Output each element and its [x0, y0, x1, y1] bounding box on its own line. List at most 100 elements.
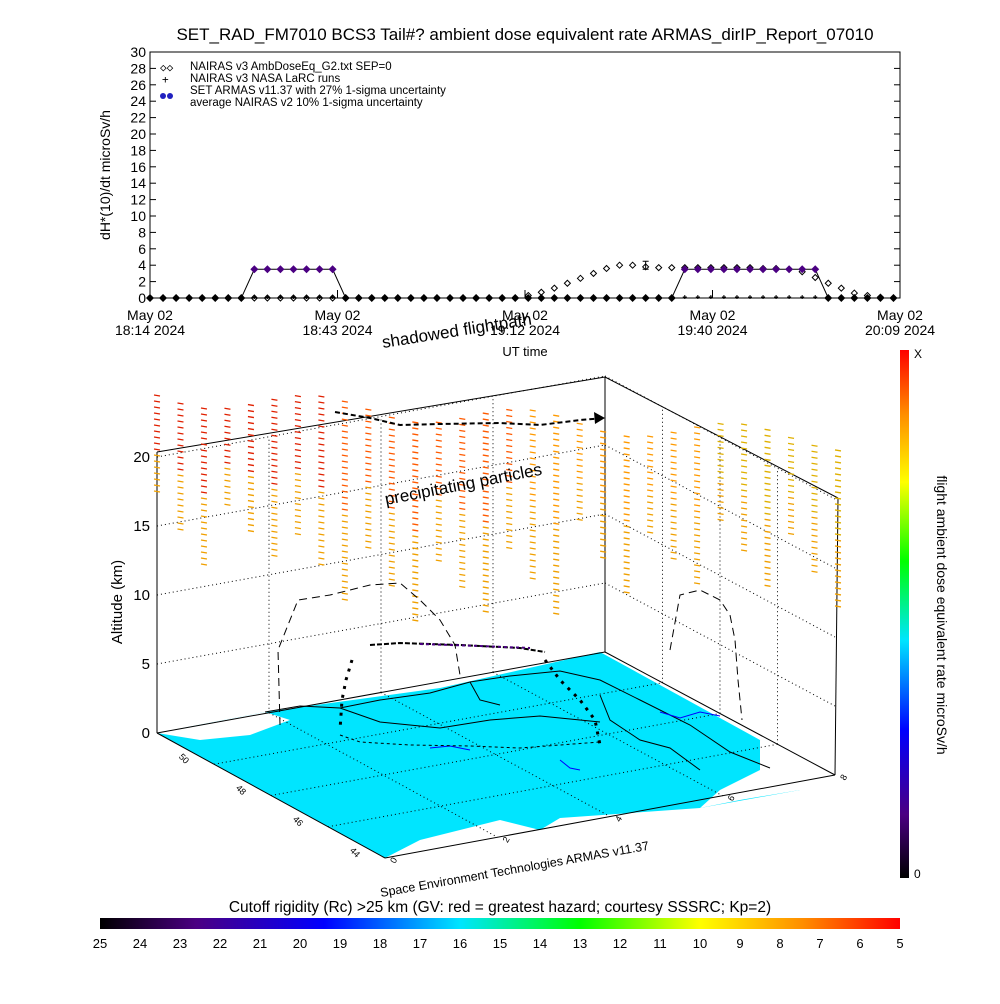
particle-dash: [623, 447, 630, 450]
legend-marker-plus: +: [162, 73, 169, 86]
colorbar-tick-label: 17: [413, 936, 427, 951]
particle-dash: [811, 552, 818, 555]
particle-dash: [670, 533, 677, 536]
armas-point: [485, 294, 494, 302]
particle-dash: [834, 545, 842, 548]
diamond-point: [628, 261, 637, 269]
particle-dash: [529, 463, 536, 466]
particle-dash: [271, 536, 278, 539]
particle-dash: [623, 441, 630, 444]
particle-dash: [717, 518, 724, 522]
particle-dash: [693, 426, 701, 429]
diamond-point: [654, 263, 663, 272]
particle-dash: [834, 605, 842, 608]
x-tick-label-time: 18:43 2024: [302, 322, 372, 338]
particle-dash: [271, 422, 278, 425]
particle-dash: [553, 606, 560, 609]
particle-dash: [834, 473, 842, 476]
armas-point: [772, 265, 781, 274]
particle-dash: [388, 584, 395, 587]
diamond-point: [550, 284, 559, 292]
y-tick-label: 12: [130, 192, 146, 208]
particle-dash: [787, 466, 795, 470]
diamond-point: [837, 284, 846, 292]
particle-dash: [271, 500, 278, 503]
particle-dash: [365, 438, 372, 441]
colorbar-tick-label: 9: [736, 936, 743, 951]
particle-dash: [341, 424, 348, 427]
particle-dash: [482, 472, 489, 475]
particle-dash: [740, 423, 748, 426]
particle-dash: [553, 522, 560, 525]
particle-dash: [341, 538, 348, 541]
particle-dash: [576, 458, 583, 461]
particle-dash: [459, 489, 466, 493]
particle-dash: [670, 545, 677, 548]
particle-dash: [341, 574, 348, 577]
flight-path-mid: [369, 641, 546, 653]
armas-point: [602, 294, 611, 302]
particle-dash: [693, 474, 701, 477]
colorbar-tick-label: 20: [293, 936, 307, 951]
armas-point: [589, 294, 598, 302]
particle-dash: [459, 459, 466, 463]
particle-dash: [412, 481, 419, 484]
armas-point: [315, 265, 324, 274]
particle-dash: [576, 428, 583, 431]
particle-dash: [576, 518, 583, 521]
particle-dash: [247, 415, 255, 419]
particle-dash: [600, 538, 607, 541]
particle-dash: [811, 450, 818, 453]
particle-dash: [693, 516, 701, 519]
particle-dash: [623, 579, 630, 582]
cutoff-rigidity-colorbar: Cutoff rigidity (Rc) >25 km (GV: red = g…: [93, 899, 904, 951]
colorbar-tick-label: 6: [856, 936, 863, 951]
particle-dash: [764, 524, 771, 527]
particle-dash: [294, 406, 302, 410]
particle-dash: [412, 427, 419, 430]
particle-dash: [341, 586, 348, 589]
colorbar-tick-label: 18: [373, 936, 387, 951]
particle-dash: [623, 489, 630, 492]
particle-dash: [247, 457, 255, 461]
particle-dash: [341, 496, 348, 499]
colorbar-tick-label: 15: [493, 936, 507, 951]
particle-dash: [670, 485, 677, 488]
particle-dash: [717, 512, 724, 516]
particle-dash: [341, 430, 348, 433]
particle-dash: [271, 476, 278, 479]
particle-dash: [177, 528, 184, 531]
particle-dash: [271, 428, 278, 431]
particle-dash: [318, 461, 325, 464]
particle-dash: [553, 492, 560, 495]
particle-dash: [388, 482, 395, 485]
particle-dash: [576, 482, 583, 485]
particle-dash: [318, 563, 325, 566]
particle-dash: [600, 526, 607, 529]
particle-dash: [576, 488, 583, 491]
particle-dash: [388, 554, 395, 557]
armas-point: [693, 265, 702, 274]
particle-dash: [576, 512, 583, 515]
diamond-point: [811, 273, 819, 282]
particle-dash: [388, 548, 395, 551]
particle-dash: [811, 558, 818, 561]
particle-dash: [576, 452, 583, 455]
particle-dash: [412, 535, 419, 538]
particle-dash: [247, 517, 255, 521]
particle-dash: [412, 601, 419, 604]
particle-dash: [506, 534, 513, 538]
particle-dash: [553, 432, 560, 435]
particle-dash: [740, 441, 748, 444]
particle-dash: [623, 549, 630, 552]
particle-dash: [271, 482, 278, 485]
particle-dash: [576, 422, 583, 425]
particle-dash: [341, 502, 348, 505]
particle-dash: [623, 591, 630, 594]
particle-dash: [482, 604, 489, 607]
particle-dash: [177, 450, 184, 453]
particle-dash: [200, 497, 208, 500]
particle-dash: [553, 510, 560, 513]
particle-dash: [224, 443, 231, 446]
precipitating-particles-columns: [153, 394, 842, 622]
